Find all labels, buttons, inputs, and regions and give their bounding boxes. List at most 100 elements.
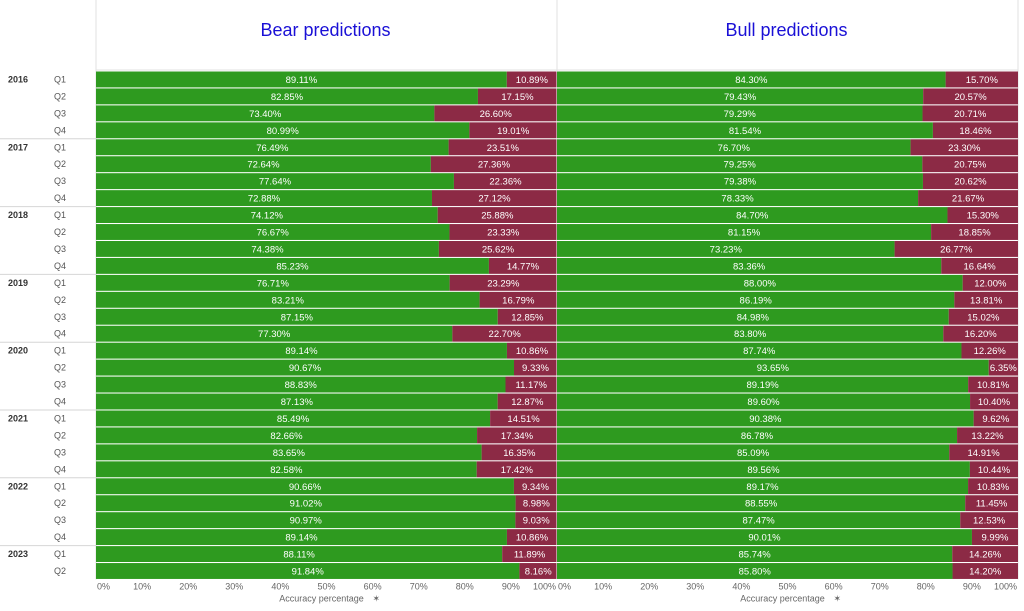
bear-x-tick: 60% [364,582,382,592]
bull-incorrect-label: 20.71% [954,109,987,120]
bull-correct-label: 84.70% [736,211,769,222]
bear-correct-label: 91.84% [292,567,325,578]
bull-incorrect-label: 15.30% [967,211,1000,222]
bull-incorrect-label: 10.81% [977,380,1010,391]
bear-incorrect-label: 23.33% [487,228,520,239]
bull-correct-label: 90.38% [749,414,782,425]
quarter-label: Q4 [54,261,66,271]
bear-incorrect-label: 23.29% [487,278,520,289]
bull-incorrect-bar [957,427,1018,444]
bear-correct-label: 83.21% [272,295,305,306]
bear-incorrect-bar [513,478,557,495]
bear-incorrect-label: 14.51% [507,414,540,425]
bull-correct-bar [557,224,932,240]
bull-incorrect-label: 11.45% [976,499,1008,510]
bear-incorrect-label: 27.12% [478,194,511,205]
bear-correct-label: 80.99% [267,126,300,137]
bear-incorrect-label: 23.51% [487,143,520,154]
quarter-label: Q3 [54,380,66,390]
bear-correct-bar [96,105,435,122]
bear-incorrect-label: 12.87% [511,397,544,408]
bull-correct-label: 79.25% [724,160,757,171]
bear-incorrect-bar [449,274,557,291]
bull-correct-label: 85.80% [739,567,772,578]
bear-incorrect-bar [515,495,557,512]
bull-correct-bar [557,122,933,139]
bull-correct-label: 83.80% [734,329,767,340]
quarter-label: Q3 [54,312,66,322]
bear-correct-bar [96,224,450,240]
bull-x-tick: 40% [732,582,750,592]
bear-incorrect-bar [453,173,557,190]
bear-correct-label: 89.14% [285,533,318,544]
quarter-label: Q1 [54,413,66,423]
bull-correct-bar [557,359,989,376]
bull-correct-label: 88.55% [745,499,778,510]
bear-incorrect-label: 11.17% [515,380,547,391]
bear-incorrect-bar [488,257,557,274]
quarter-label: Q2 [54,91,66,101]
bear-incorrect-label: 8.16% [525,567,552,578]
bear-correct-label: 82.85% [271,92,304,103]
bull-correct-bar [557,512,961,529]
bull-incorrect-bar [970,393,1018,410]
bull-correct-bar [557,71,946,88]
bull-incorrect-bar [965,495,1018,512]
bear-incorrect-bar [469,122,557,139]
bull-correct-label: 93.65% [757,363,790,374]
bull-incorrect-bar [923,88,1018,105]
bear-incorrect-bar [481,444,557,461]
bear-incorrect-bar [513,359,557,376]
bull-correct-bar [557,342,962,359]
year-label: 2021 [8,413,28,423]
bull-correct-label: 79.43% [724,92,757,103]
bull-x-axis-title: Accuracy percentage [740,594,825,604]
bull-correct-label: 73.23% [710,244,743,255]
bull-incorrect-label: 12.26% [974,346,1007,357]
bear-correct-label: 85.23% [276,261,309,272]
bull-incorrect-label: 21.67% [952,194,985,205]
bull-incorrect-bar [947,207,1018,223]
bear-x-tick: 80% [456,582,474,592]
bear-x-tick: 50% [317,582,335,592]
bear-correct-bar [96,512,516,529]
bull-correct-label: 87.74% [743,346,776,357]
bull-x-tick: 20% [640,582,658,592]
bear-incorrect-bar [438,241,557,257]
bull-x-tick: 90% [963,582,981,592]
bull-incorrect-label: 6.35% [990,363,1017,374]
bull-incorrect-bar [968,478,1018,495]
bear-incorrect-bar [476,461,557,478]
bull-incorrect-label: 16.20% [965,329,998,340]
bull-correct-label: 79.38% [724,177,757,188]
bear-correct-bar [96,359,514,376]
quarter-label: Q4 [54,329,66,339]
bear-correct-label: 82.58% [270,465,303,476]
quarter-label: Q2 [54,363,66,373]
bull-correct-bar [557,393,971,410]
bull-incorrect-bar [954,291,1018,308]
bull-incorrect-label: 10.83% [977,482,1010,493]
pin-icon: ✶ [373,594,381,604]
bear-incorrect-bar [449,224,557,240]
bull-incorrect-bar [945,71,1018,88]
bull-correct-label: 85.09% [737,448,770,459]
bull-incorrect-bar [969,461,1018,478]
bear-x-tick: 90% [502,582,520,592]
quarter-label: Q3 [54,176,66,186]
bull-incorrect-label: 20.75% [954,160,987,171]
bear-correct-bar [96,257,489,274]
quarter-label: Q3 [54,447,66,457]
bull-incorrect-label: 18.85% [958,228,991,239]
bull-incorrect-bar [952,563,1018,579]
bear-incorrect-label: 26.60% [480,109,513,120]
bull-incorrect-label: 20.57% [954,92,987,103]
bear-correct-label: 74.38% [251,244,284,255]
bull-x-tick: 60% [825,582,843,592]
bear-correct-bar [96,495,516,512]
bull-correct-bar [557,105,923,122]
bear-correct-bar [96,325,453,342]
bear-incorrect-label: 19.01% [497,126,530,137]
bull-x-tick: 10% [594,582,612,592]
bear-incorrect-label: 17.34% [501,431,534,442]
